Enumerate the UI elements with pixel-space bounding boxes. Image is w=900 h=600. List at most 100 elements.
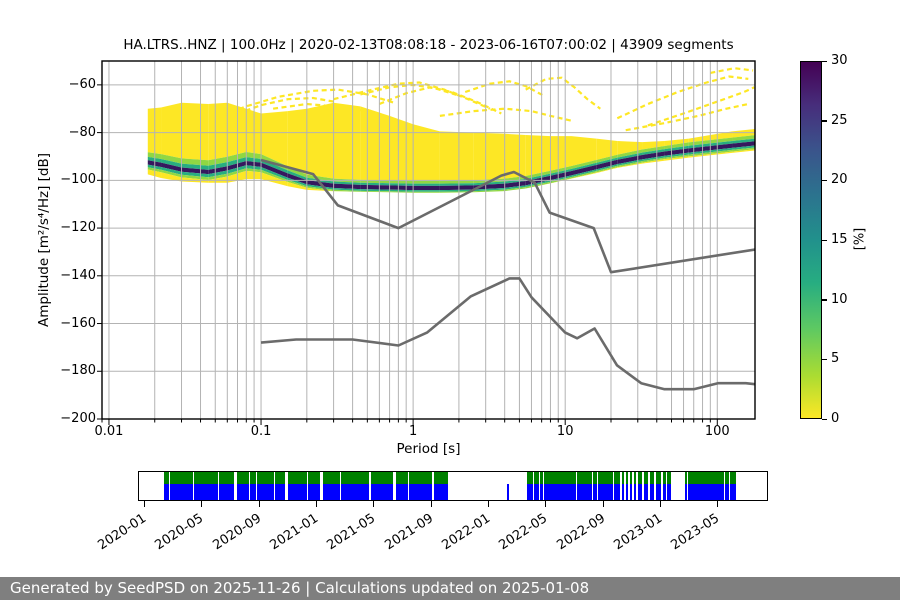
x-tick-label: 0.1 bbox=[250, 424, 272, 439]
timeline-blue-segment bbox=[667, 484, 672, 500]
ppsd-band bbox=[642, 145, 665, 153]
timeline-green-segment bbox=[644, 472, 649, 484]
ppsd-band bbox=[710, 151, 733, 156]
ppsd-band bbox=[710, 143, 733, 151]
timeline-tick bbox=[258, 501, 260, 507]
ppsd-band bbox=[261, 111, 288, 167]
ppsd-band bbox=[710, 149, 733, 154]
eq-trace bbox=[237, 96, 334, 115]
timeline-green-segment bbox=[409, 472, 433, 484]
timeline-tick bbox=[373, 501, 375, 507]
y-tick-label: −200 bbox=[60, 411, 96, 426]
timeline-green-segment bbox=[592, 472, 597, 484]
timeline-tick bbox=[717, 501, 719, 507]
ppsd-band bbox=[333, 187, 361, 191]
timeline-blue-segment bbox=[193, 484, 218, 500]
ppsd-band bbox=[161, 154, 182, 164]
eq-trace bbox=[378, 86, 502, 115]
ppsd-band bbox=[161, 169, 182, 178]
timeline-blue-segment bbox=[169, 484, 193, 500]
timeline-blue-segment bbox=[634, 484, 637, 500]
ppsd-band bbox=[360, 106, 390, 181]
ppsd-band bbox=[439, 183, 474, 186]
ppsd-band bbox=[642, 155, 665, 162]
ppsd-band bbox=[664, 142, 689, 150]
ppsd-band bbox=[261, 169, 288, 183]
ppsd-band bbox=[439, 189, 474, 192]
timeline-blue-segment bbox=[663, 484, 667, 500]
timeline-blue-segment bbox=[638, 484, 643, 500]
ppsd-band bbox=[389, 185, 414, 191]
colorbar-tick-label: 0 bbox=[831, 411, 840, 426]
timeline-tick bbox=[660, 501, 662, 507]
ppsd-band bbox=[710, 141, 733, 146]
ppsd-plot bbox=[97, 60, 756, 425]
timeline-green-segment bbox=[341, 472, 370, 484]
eq-trace bbox=[525, 76, 601, 110]
ppsd-band bbox=[227, 102, 247, 157]
ppsd-band bbox=[571, 162, 597, 172]
ppsd-band bbox=[617, 162, 643, 168]
ppsd-band bbox=[617, 149, 643, 158]
timeline-blue-segment bbox=[576, 484, 592, 500]
ppsd-band bbox=[287, 108, 307, 175]
timeline-tick bbox=[602, 501, 604, 507]
ppsd-band bbox=[413, 185, 440, 191]
timeline-green-segment bbox=[685, 472, 688, 484]
timeline-blue-segment bbox=[630, 484, 633, 500]
timeline-green-segment bbox=[533, 472, 539, 484]
timeline-blue-segment bbox=[685, 484, 688, 500]
footer-text: Generated by SeedPSD on 2025-11-26 | Cal… bbox=[10, 579, 590, 597]
ppsd-band bbox=[596, 159, 618, 170]
ppsd-band bbox=[208, 162, 228, 170]
timeline-blue-segment bbox=[236, 484, 249, 500]
ppsd-band bbox=[571, 160, 597, 169]
ppsd-band bbox=[287, 180, 307, 188]
ppsd-band bbox=[596, 165, 618, 173]
ppsd-band bbox=[208, 156, 228, 166]
timeline-blue-segment bbox=[249, 484, 256, 500]
ppsd-band bbox=[617, 155, 643, 165]
timeline-blue-segment bbox=[371, 484, 394, 500]
ppsd-band bbox=[710, 137, 733, 144]
timeline-blue-segment bbox=[287, 484, 308, 500]
ppsd-band bbox=[161, 102, 182, 159]
ppsd-band bbox=[642, 149, 665, 156]
timeline-blue-segment bbox=[533, 484, 539, 500]
timeline-tick bbox=[315, 501, 317, 507]
ppsd-band bbox=[642, 159, 665, 164]
ppsd-band bbox=[504, 181, 526, 188]
x-tick-label: 10 bbox=[556, 424, 574, 439]
y-tick-label: −60 bbox=[68, 76, 96, 92]
timeline-green-segment bbox=[287, 472, 308, 484]
ppsd-band bbox=[208, 166, 228, 175]
noise-models bbox=[260, 158, 755, 391]
timeline-blue-segment bbox=[506, 484, 509, 500]
ppsd-band bbox=[389, 189, 414, 192]
timeline-blue-segment bbox=[730, 484, 737, 500]
ppsd-band bbox=[596, 157, 618, 166]
ppsd-band bbox=[732, 145, 755, 150]
ppsd-band bbox=[664, 145, 689, 152]
x-tick-label: 100 bbox=[704, 424, 730, 439]
timeline-green-segment bbox=[613, 472, 621, 484]
timeline-blue-segment bbox=[396, 484, 409, 500]
timeline-green-segment bbox=[169, 472, 193, 484]
timeline-blue-segment bbox=[597, 484, 613, 500]
ppsd-band bbox=[571, 136, 597, 167]
chart-title: HA.LTRS..HNZ | 100.0Hz | 2020-02-13T08:0… bbox=[123, 37, 734, 53]
ppsd-band bbox=[227, 157, 247, 167]
timeline-green-segment bbox=[667, 472, 672, 484]
ppsd-band bbox=[161, 159, 182, 168]
ppsd-band bbox=[732, 141, 755, 148]
ppsd-band bbox=[642, 140, 665, 150]
eq-trace bbox=[625, 102, 749, 132]
ppsd-band bbox=[710, 147, 733, 153]
ppsd-band bbox=[439, 180, 474, 184]
ppsd-band bbox=[617, 159, 643, 166]
y-tick-label: −80 bbox=[68, 124, 96, 140]
ppsd-band bbox=[439, 185, 474, 191]
colorbar-label: [%] bbox=[852, 227, 868, 251]
timeline-blue-segment bbox=[526, 484, 533, 500]
colorbar-tick-label: 5 bbox=[831, 351, 840, 367]
